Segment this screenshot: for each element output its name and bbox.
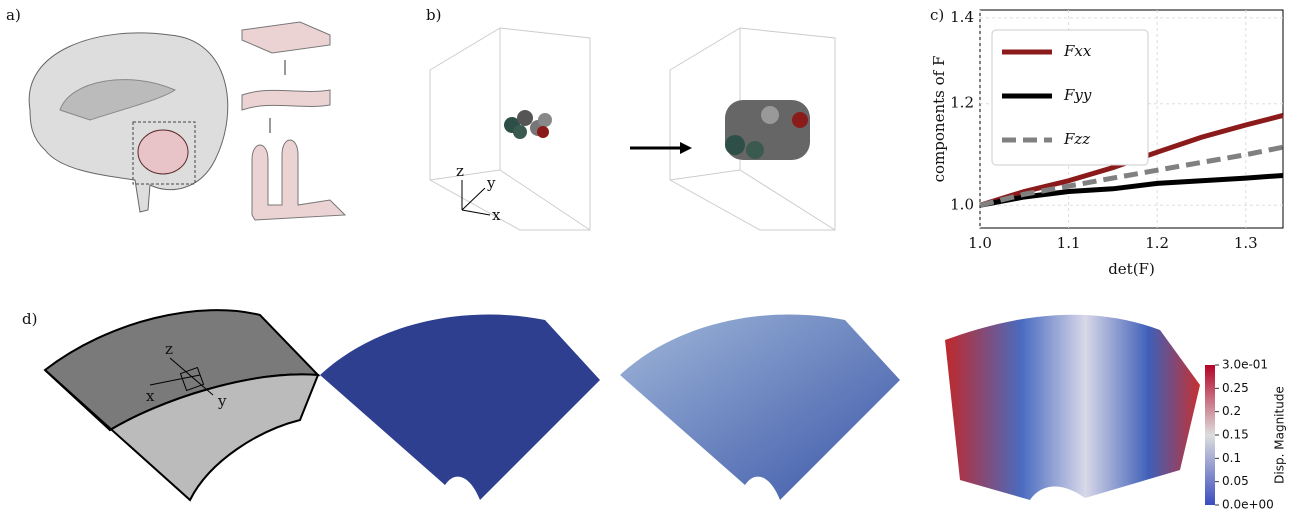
- particles: [462, 100, 810, 215]
- axis-letter: x: [492, 206, 501, 224]
- figure: a) b) c) d) z y x z x y Disp. Magnitude …: [0, 0, 1293, 517]
- y-tick-label: 1.2: [950, 94, 974, 112]
- x-tick-label: 1.2: [1145, 234, 1169, 252]
- y-tick-label: 1.4: [950, 8, 974, 26]
- x-tick-label: 1.0: [968, 234, 992, 252]
- colorbar-tick-label: 0.25: [1222, 381, 1249, 395]
- x-tick-label: 1.1: [1057, 234, 1081, 252]
- colorbar-tick-label: 0.0e+00: [1222, 498, 1274, 512]
- axis-letter: y: [486, 174, 496, 192]
- legend-label: Fxx: [1063, 42, 1092, 60]
- colorbar-tick-label: 3.0e-01: [1222, 358, 1268, 372]
- colorbar-tick-label: 0.2: [1222, 404, 1241, 418]
- colorbar-tick-label: 0.05: [1222, 474, 1249, 488]
- colorbar-tick-label: 0.1: [1222, 451, 1241, 465]
- panel-label: b): [426, 6, 441, 24]
- axis-letter: z: [456, 162, 464, 180]
- axis-letter: z: [165, 340, 173, 358]
- x-tick-label: 1.3: [1234, 234, 1258, 252]
- panel-label: c): [930, 6, 944, 24]
- panel-label: a): [6, 6, 21, 24]
- colorbar-tick-label: 0.15: [1222, 428, 1249, 442]
- x-axis-label: det(F): [1108, 260, 1155, 278]
- legend-label: Fyy: [1063, 86, 1092, 104]
- colorbar-title: Disp. Magnitude: [1273, 386, 1287, 484]
- brain-illustration: [29, 22, 345, 220]
- legend-label: Fzz: [1063, 130, 1090, 148]
- panel-label: d): [22, 310, 37, 328]
- y-axis-label: components of F: [930, 56, 948, 183]
- axis-letter: x: [146, 387, 155, 405]
- axis-letter: y: [217, 392, 227, 410]
- y-tick-label: 1.0: [950, 195, 974, 213]
